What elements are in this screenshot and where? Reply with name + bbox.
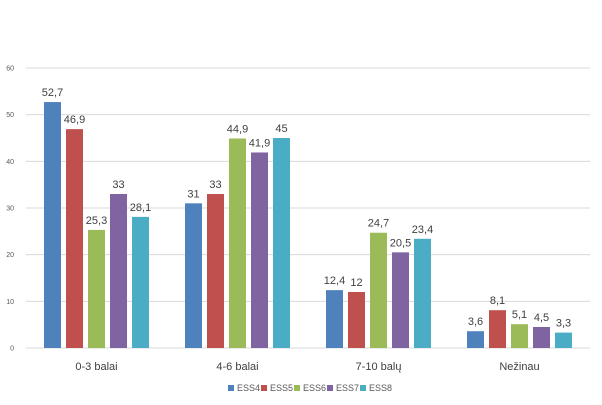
- bar-ess7: [110, 194, 127, 348]
- data-label: 46,9: [64, 114, 85, 126]
- data-label: 25,3: [86, 215, 107, 227]
- data-label: 20,5: [390, 237, 411, 249]
- bar-ess6: [229, 138, 246, 348]
- bar-ess4: [44, 102, 61, 348]
- data-label: 24,7: [368, 218, 389, 230]
- data-label: 41,9: [249, 137, 270, 149]
- data-label: 8,1: [490, 295, 505, 307]
- legend-swatch-ess6: [294, 385, 300, 391]
- bar-ess8: [414, 238, 431, 348]
- data-label: 44,9: [227, 123, 248, 135]
- legend-swatch-ess4: [228, 385, 234, 391]
- legend-label: ESS4: [237, 383, 260, 393]
- category-label: 7-10 balų: [356, 361, 402, 373]
- legend-swatch-ess8: [360, 385, 366, 391]
- y-tick-label: 60: [6, 66, 14, 73]
- bar-ess7: [533, 327, 550, 348]
- bar-ess6: [88, 229, 105, 348]
- legend-label: ESS5: [270, 383, 293, 393]
- data-label: 12,4: [324, 275, 345, 287]
- bar-ess4: [185, 203, 202, 348]
- data-label: 33: [112, 179, 124, 191]
- legend-swatch-ess5: [261, 385, 267, 391]
- y-tick-label: 50: [6, 112, 14, 119]
- data-label: 5,1: [512, 309, 527, 321]
- bar-ess8: [132, 216, 149, 348]
- data-label: 28,1: [130, 202, 151, 214]
- data-label: 12: [350, 277, 362, 289]
- bar-ess5: [66, 129, 83, 348]
- data-label: 31: [187, 188, 199, 200]
- y-tick-label: 10: [6, 299, 14, 306]
- bar-ess4: [326, 290, 343, 348]
- legend-label: ESS7: [336, 383, 359, 393]
- data-label: 4,5: [534, 312, 549, 324]
- bar-ess7: [392, 252, 409, 348]
- bar-ess6: [511, 324, 528, 348]
- category-label: 0-3 balai: [75, 361, 117, 373]
- bar-ess8: [273, 138, 290, 348]
- bar-ess5: [207, 194, 224, 348]
- data-label: 45: [275, 123, 287, 135]
- data-label: 3,3: [556, 318, 571, 330]
- y-tick-label: 20: [6, 252, 14, 259]
- legend-label: ESS6: [303, 383, 326, 393]
- bar-ess8: [555, 332, 572, 348]
- category-label: 4-6 balai: [216, 361, 258, 373]
- category-label: Nežinau: [499, 361, 539, 373]
- bar-ess4: [467, 331, 484, 348]
- data-label: 23,4: [412, 224, 433, 236]
- bar-ess5: [348, 292, 365, 348]
- y-tick-label: 0: [10, 346, 14, 353]
- data-label: 3,6: [468, 316, 483, 328]
- y-tick-label: 30: [6, 206, 14, 213]
- legend-label: ESS8: [369, 383, 392, 393]
- legend-swatch-ess7: [327, 385, 333, 391]
- bar-ess6: [370, 232, 387, 348]
- y-tick-label: 40: [6, 159, 14, 166]
- data-label: 33: [209, 179, 221, 191]
- data-label: 52,7: [42, 87, 63, 99]
- bar-ess5: [489, 310, 506, 348]
- bar-ess7: [251, 152, 268, 348]
